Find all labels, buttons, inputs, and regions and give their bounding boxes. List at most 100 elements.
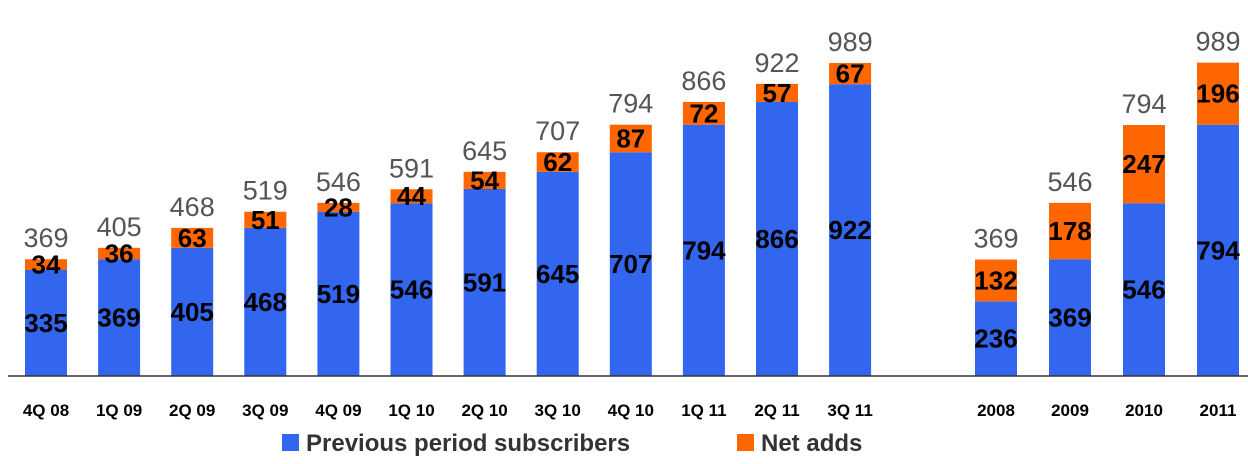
bar-previous-g1-c3	[1197, 124, 1239, 376]
label-net-adds-g0-c6: 54	[470, 165, 499, 195]
label-total-g0-c0: 369	[23, 223, 68, 253]
label-total-g0-c2: 468	[170, 192, 215, 222]
bar-previous-g1-c2	[1123, 203, 1165, 376]
label-net-adds-g0-c11: 67	[836, 59, 865, 89]
category-label-g0-c10: 2Q 11	[754, 401, 799, 420]
bar-previous-g0-c9	[682, 124, 725, 376]
label-net-adds-g0-c2: 63	[178, 223, 207, 253]
label-previous-g0-c2: 405	[171, 297, 214, 327]
category-label-g0-c6: 2Q 10	[461, 401, 507, 420]
category-label-g0-c3: 3Q 09	[242, 401, 288, 420]
legend-swatch-previous	[282, 434, 299, 451]
label-previous-g0-c6: 591	[463, 267, 506, 297]
label-previous-g0-c7: 645	[536, 259, 579, 289]
label-total-g0-c5: 591	[389, 153, 434, 183]
label-previous-g0-c5: 546	[390, 275, 433, 305]
bar-previous-g0-c8	[609, 152, 652, 376]
label-net-adds-g1-c2: 247	[1122, 149, 1165, 179]
label-net-adds-g0-c4: 28	[324, 192, 353, 222]
label-previous-g0-c4: 519	[317, 279, 360, 309]
category-label-g0-c2: 2Q 09	[169, 401, 215, 420]
category-label-g1-c2: 2010	[1125, 401, 1163, 420]
label-total-g0-c3: 519	[243, 176, 288, 206]
bar-previous-g0-c4	[317, 211, 360, 376]
label-net-adds-g1-c0: 132	[974, 265, 1017, 295]
category-label-g1-c3: 2011	[1200, 401, 1237, 420]
category-label-g1-c0: 2008	[977, 401, 1015, 420]
bar-previous-g0-c11	[829, 84, 872, 376]
bar-net-adds-g1-c2	[1123, 125, 1165, 204]
category-label-g0-c9: 1Q 11	[681, 401, 726, 420]
label-total-g0-c7: 707	[535, 116, 580, 146]
bar-net-adds-g1-c1	[1049, 202, 1091, 260]
label-net-adds-g0-c0: 34	[32, 250, 61, 280]
label-previous-g0-c3: 468	[244, 287, 287, 317]
label-net-adds-g0-c10: 57	[763, 78, 792, 108]
label-previous-g0-c9: 794	[682, 235, 726, 265]
bar-previous-g1-c1	[1049, 259, 1091, 376]
label-net-adds-g0-c8: 87	[616, 123, 645, 153]
label-previous-g0-c1: 369	[97, 303, 140, 333]
label-total-g0-c8: 794	[608, 89, 653, 119]
bar-net-adds-g0-c3	[244, 211, 287, 228]
label-total-g0-c11: 989	[828, 27, 873, 57]
label-total-g1-c3: 989	[1195, 27, 1240, 57]
legend-label-net-adds: Net adds	[761, 430, 862, 457]
category-label-g0-c7: 3Q 10	[535, 401, 581, 420]
label-previous-g0-c0: 335	[24, 308, 67, 338]
label-previous-g1-c3: 794	[1196, 235, 1240, 265]
category-label-g0-c5: 1Q 10	[388, 401, 434, 420]
bar-previous-g0-c2	[171, 247, 214, 376]
label-total-g0-c1: 405	[97, 212, 142, 242]
bar-previous-g0-c3	[244, 227, 287, 376]
label-previous-g0-c11: 922	[828, 215, 871, 245]
label-net-adds-g0-c9: 72	[689, 98, 718, 128]
category-label-g0-c0: 4Q 08	[23, 401, 69, 420]
bar-net-adds-g0-c5	[390, 189, 433, 204]
bar-net-adds-g0-c10	[756, 83, 798, 102]
legend-label-previous: Previous period subscribers	[306, 430, 630, 457]
bar-previous-g0-c5	[390, 203, 433, 376]
bar-previous-g0-c7	[536, 171, 579, 376]
bar-previous-g0-c0	[25, 269, 67, 376]
label-total-g1-c2: 794	[1121, 89, 1166, 119]
label-net-adds-g0-c1: 36	[105, 239, 134, 269]
label-net-adds-g0-c3: 51	[251, 205, 280, 235]
category-label-g1-c1: 2009	[1051, 401, 1089, 420]
bar-net-adds-g0-c11	[829, 62, 872, 85]
bar-net-adds-g0-c0	[25, 259, 67, 270]
label-total-g1-c1: 546	[1047, 167, 1092, 197]
label-net-adds-g1-c1: 178	[1048, 216, 1091, 246]
label-net-adds-g0-c7: 62	[543, 147, 572, 177]
label-total-g0-c6: 645	[462, 136, 507, 166]
bar-net-adds-g1-c0	[975, 259, 1017, 302]
label-previous-g0-c10: 866	[755, 224, 798, 254]
label-total-g1-c0: 369	[973, 224, 1018, 254]
bar-previous-g0-c6	[463, 188, 506, 376]
label-previous-g0-c8: 707	[609, 249, 652, 279]
bar-net-adds-g0-c9	[682, 101, 725, 125]
bar-net-adds-g1-c3	[1197, 62, 1239, 125]
bar-net-adds-g0-c1	[98, 247, 141, 260]
category-label-g0-c4: 4Q 09	[315, 401, 361, 420]
label-previous-g1-c0: 236	[974, 324, 1017, 354]
bar-net-adds-g0-c8	[609, 124, 652, 153]
category-label-g0-c11: 3Q 11	[827, 401, 872, 420]
bars-layer	[25, 62, 1239, 376]
bar-net-adds-g0-c7	[536, 152, 579, 172]
label-total-g0-c9: 866	[681, 66, 726, 96]
bar-previous-g0-c10	[756, 101, 798, 376]
label-previous-g1-c1: 369	[1048, 303, 1091, 333]
category-label-g0-c8: 4Q 10	[608, 401, 654, 420]
label-total-g0-c4: 546	[316, 167, 361, 197]
legend-swatch-net-adds	[737, 434, 754, 451]
label-total-g0-c10: 922	[754, 48, 799, 78]
label-net-adds-g1-c3: 196	[1196, 79, 1239, 109]
category-label-g0-c1: 1Q 09	[96, 401, 142, 420]
bar-net-adds-g0-c6	[463, 171, 506, 189]
bar-previous-g0-c1	[98, 259, 141, 376]
bar-previous-g1-c0	[975, 301, 1017, 376]
label-previous-g1-c2: 546	[1122, 275, 1165, 305]
